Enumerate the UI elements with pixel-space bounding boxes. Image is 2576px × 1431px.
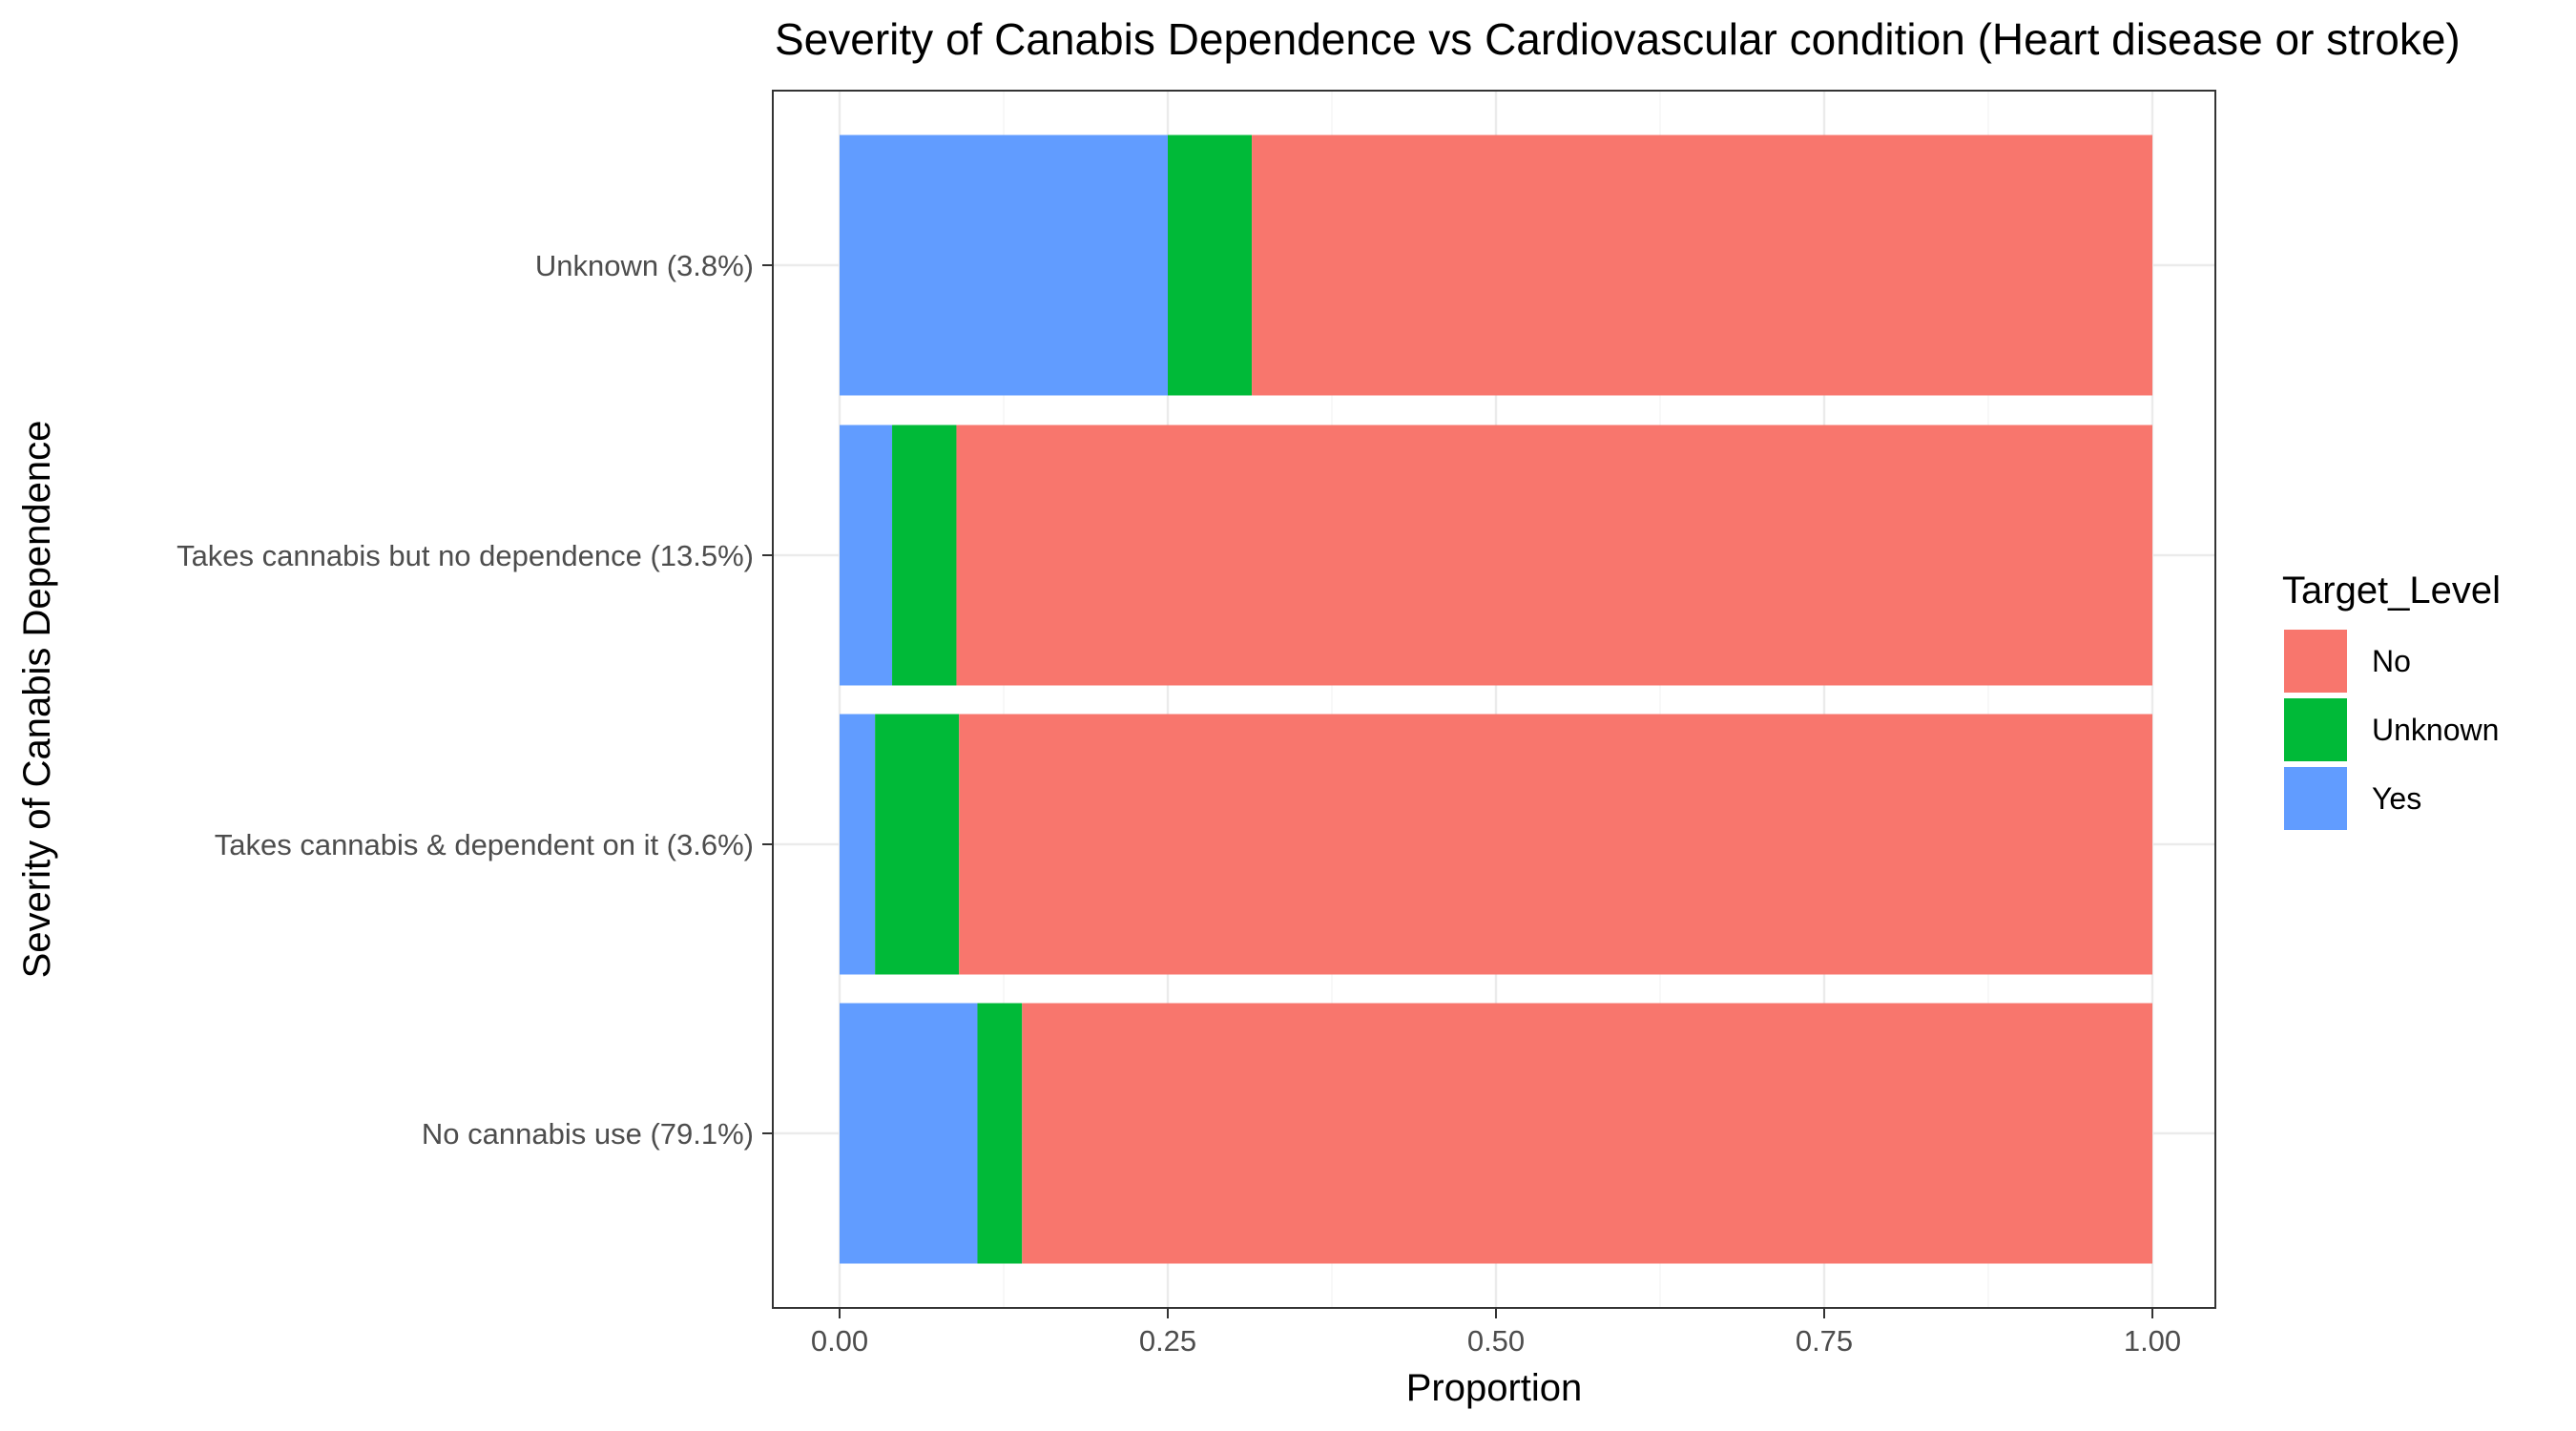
legend: Target_Level No Unknown Yes bbox=[2282, 570, 2501, 830]
y-tick-label: Takes cannabis & dependent on it (3.6%) bbox=[215, 828, 754, 861]
legend-label-unknown: Unknown bbox=[2372, 713, 2499, 747]
bar-segment-unknown bbox=[892, 425, 957, 686]
bar-segment-yes bbox=[840, 714, 876, 975]
legend-title: Target_Level bbox=[2282, 570, 2501, 612]
bar-segment-no bbox=[1252, 135, 2152, 396]
x-tick-label: 1.00 bbox=[2124, 1324, 2181, 1358]
bar-segment-yes bbox=[840, 1003, 978, 1264]
legend-label-yes: Yes bbox=[2372, 781, 2421, 816]
bar-segment-no bbox=[959, 714, 2152, 975]
x-tick-label: 0.75 bbox=[1796, 1324, 1853, 1358]
legend-key-no bbox=[2284, 630, 2347, 693]
bar-segment-unknown bbox=[977, 1003, 1023, 1264]
bar-segment-no bbox=[1022, 1003, 2152, 1264]
legend-key-unknown bbox=[2284, 698, 2347, 761]
bar-segment-yes bbox=[840, 135, 1168, 396]
plot-panel-border bbox=[772, 90, 2216, 1309]
x-tick-label: 0.50 bbox=[1467, 1324, 1525, 1358]
x-tick-label: 0.25 bbox=[1139, 1324, 1196, 1358]
bar-segment-yes bbox=[840, 425, 893, 686]
y-tick-label: Takes cannabis but no dependence (13.5%) bbox=[177, 539, 754, 572]
legend-label-no: No bbox=[2372, 644, 2411, 678]
chart-title: Severity of Canabis Dependence vs Cardio… bbox=[775, 14, 2461, 64]
y-axis-ticks: No cannabis use (79.1%) Takes cannabis & … bbox=[177, 249, 773, 1151]
bar-segment-unknown bbox=[875, 714, 960, 975]
bar-segment-unknown bbox=[1168, 135, 1253, 396]
legend-key-yes bbox=[2284, 767, 2347, 830]
x-tick-label: 0.00 bbox=[811, 1324, 868, 1358]
bar-segment-no bbox=[956, 425, 2152, 686]
y-tick-label: Unknown (3.8%) bbox=[535, 249, 754, 282]
x-axis-title: Proportion bbox=[1406, 1367, 1583, 1409]
y-axis-title: Severity of Canabis Dependence bbox=[16, 421, 58, 979]
bars bbox=[840, 135, 2152, 1264]
x-axis-ticks: 0.00 0.25 0.50 0.75 1.00 bbox=[811, 1308, 2181, 1358]
y-tick-label: No cannabis use (79.1%) bbox=[422, 1117, 754, 1151]
